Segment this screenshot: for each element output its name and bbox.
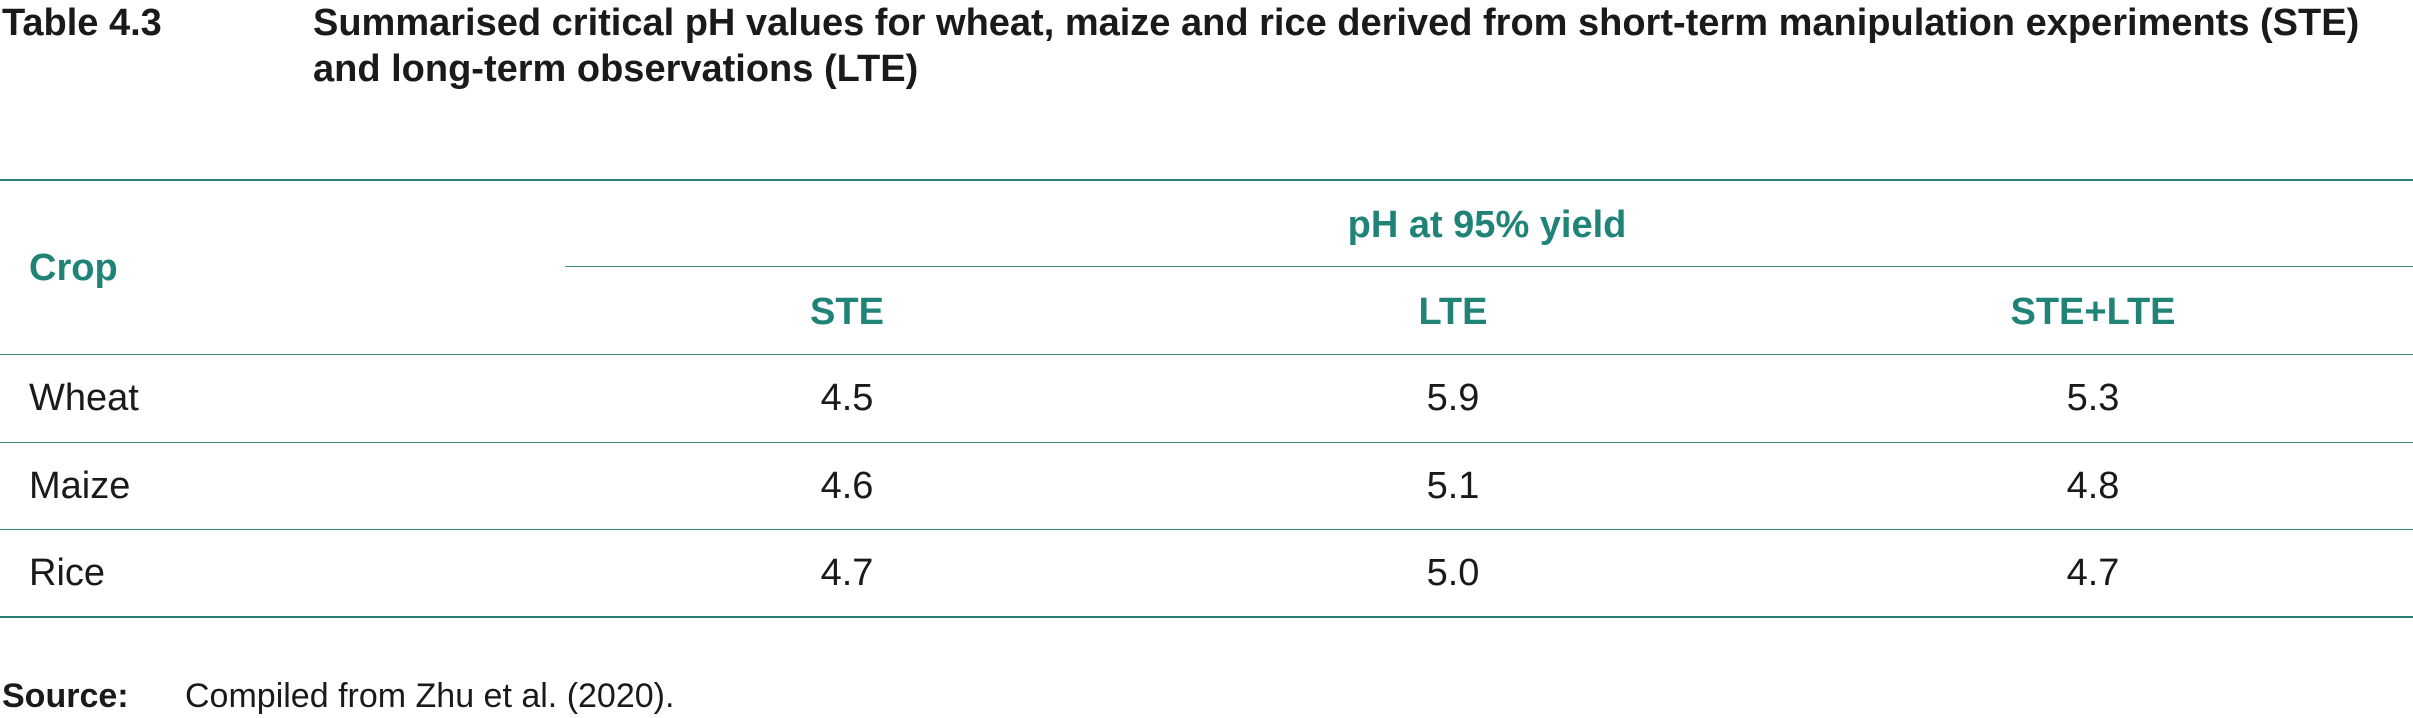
header-group-ph: pH at 95% yield	[1347, 204, 1627, 246]
table-bottom-rule	[0, 616, 2413, 618]
header-col-lte: LTE	[1418, 291, 1488, 333]
header-crop: Crop	[29, 247, 118, 289]
header-bottom-rule	[0, 354, 2413, 355]
row-value-ste: 4.7	[820, 552, 874, 594]
group-header-rule	[565, 266, 2413, 267]
table-number: Table 4.3	[2, 2, 162, 44]
row-value-lte: 5.0	[1426, 552, 1480, 594]
row-value-ste-lte: 5.3	[2066, 377, 2120, 419]
row-value-lte: 5.9	[1426, 377, 1480, 419]
row-divider	[0, 442, 2413, 443]
table-title: Summarised critical pH values for wheat,…	[313, 2, 2360, 90]
row-value-ste: 4.5	[820, 377, 874, 419]
source-label: Source:	[2, 677, 129, 715]
table-caption: Table 4.3 Summarised critical pH values …	[0, 0, 2413, 110]
row-divider	[0, 529, 2413, 530]
row-crop-label: Maize	[29, 465, 131, 507]
row-value-lte: 5.1	[1426, 465, 1480, 507]
header-col-ste: STE	[810, 291, 884, 333]
row-crop-label: Wheat	[29, 377, 139, 419]
header-col-ste-lte: STE+LTE	[2010, 291, 2176, 333]
row-value-ste-lte: 4.8	[2066, 465, 2120, 507]
source-citation: Compiled from Zhu et al. (2020).	[185, 677, 675, 715]
row-crop-label: Rice	[29, 552, 106, 594]
row-value-ste: 4.6	[820, 465, 874, 507]
row-value-ste-lte: 4.7	[2066, 552, 2120, 594]
table-top-rule	[0, 179, 2413, 181]
